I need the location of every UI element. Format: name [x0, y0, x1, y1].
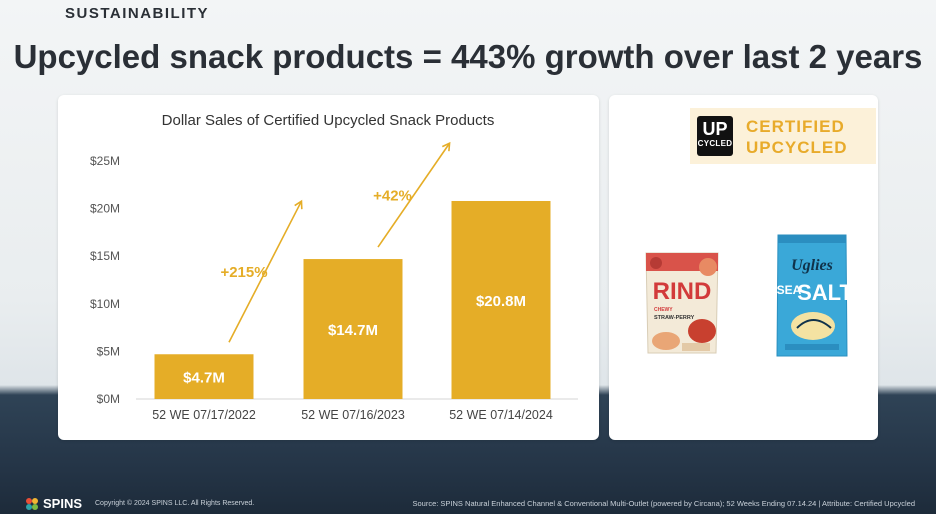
growth-label: +42%: [373, 188, 412, 205]
x-tick-label: 52 WE 07/14/2024: [449, 408, 553, 422]
spins-logo-icon: [26, 497, 38, 510]
page-title: Upcycled snack products = 443% growth ov…: [13, 38, 923, 75]
bar: [303, 259, 403, 399]
uglies-brand-text: Uglies: [791, 257, 833, 274]
x-tick-label: 52 WE 07/17/2022: [152, 408, 256, 422]
growth-arrow: [228, 199, 303, 343]
upcycled-logo: UP CYCLED: [697, 116, 733, 156]
y-axis: $0M $5M $10M $15M $20M $25M: [90, 154, 120, 406]
upcycled-logo-top: UP: [702, 119, 728, 139]
upcycled-logo-bottom: CYCLED: [697, 139, 733, 148]
copyright-text: Copyright © 2024 SPINS LLC. All Rights R…: [95, 500, 255, 507]
bar: [451, 200, 551, 399]
bar-data-label: $4.7M: [183, 370, 225, 387]
y-tick-label: $5M: [97, 344, 120, 358]
bar: [154, 354, 254, 399]
rind-flavor-text: STRAW-PERRY: [654, 315, 695, 321]
y-tick-label: $20M: [90, 202, 120, 216]
spins-logo-text: SPINS: [43, 496, 83, 511]
uglies-product-image: Uglies SEA SALT: [776, 234, 849, 357]
uglies-flavor-2-text: SALT: [797, 280, 849, 305]
x-tick-label: 52 WE 07/16/2023: [301, 408, 405, 422]
rind-product-image: RIND CHEWY STRAW-PERRY: [645, 252, 719, 354]
section-label: SUSTAINABILITY: [65, 5, 210, 22]
badge-text: CERTIFIED UPCYCLED: [746, 116, 848, 158]
badge-line-2: UPCYCLED: [746, 138, 848, 157]
growth-arrow: [377, 141, 451, 248]
chart-card: Dollar Sales of Certified Upcycled Snack…: [58, 95, 599, 440]
bar-data-label: $14.7M: [328, 322, 378, 339]
sales-bar-chart: Dollar Sales of Certified Upcycled Snack…: [90, 112, 578, 422]
rind-subtitle-text: CHEWY: [654, 307, 673, 313]
spins-logo: SPINS: [25, 496, 82, 511]
uglies-flavor-1-text: SEA: [777, 283, 802, 297]
y-tick-label: $0M: [97, 392, 120, 406]
y-tick-label: $15M: [90, 249, 120, 263]
badge-line-1: CERTIFIED: [746, 117, 845, 136]
bar-series: $4.7M 52 WE 07/17/2022 $14.7M 52 WE 07/16/2…: [152, 200, 553, 422]
chart-title: Dollar Sales of Certified Upcycled Snack…: [162, 112, 495, 129]
rind-brand-text: RIND: [653, 278, 712, 305]
growth-annotations: +215% +42%: [220, 141, 451, 343]
bar-data-label: $20.8M: [476, 293, 526, 310]
y-tick-label: $25M: [90, 154, 120, 168]
growth-label: +215%: [220, 264, 267, 281]
source-note: Source: SPINS Natural Enhanced Channel &…: [412, 499, 916, 508]
y-tick-label: $10M: [90, 297, 120, 311]
